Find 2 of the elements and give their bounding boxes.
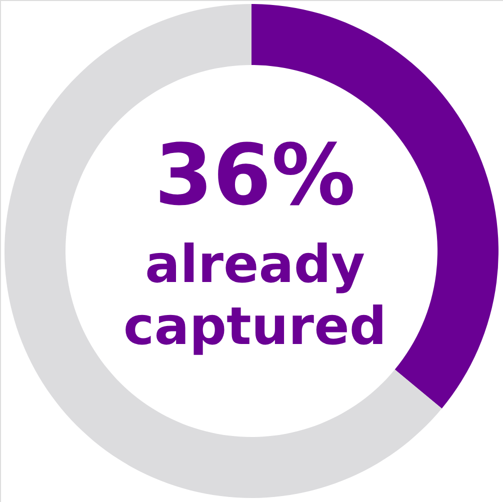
text: 36% — [154, 126, 356, 224]
text: already captured — [123, 235, 387, 357]
